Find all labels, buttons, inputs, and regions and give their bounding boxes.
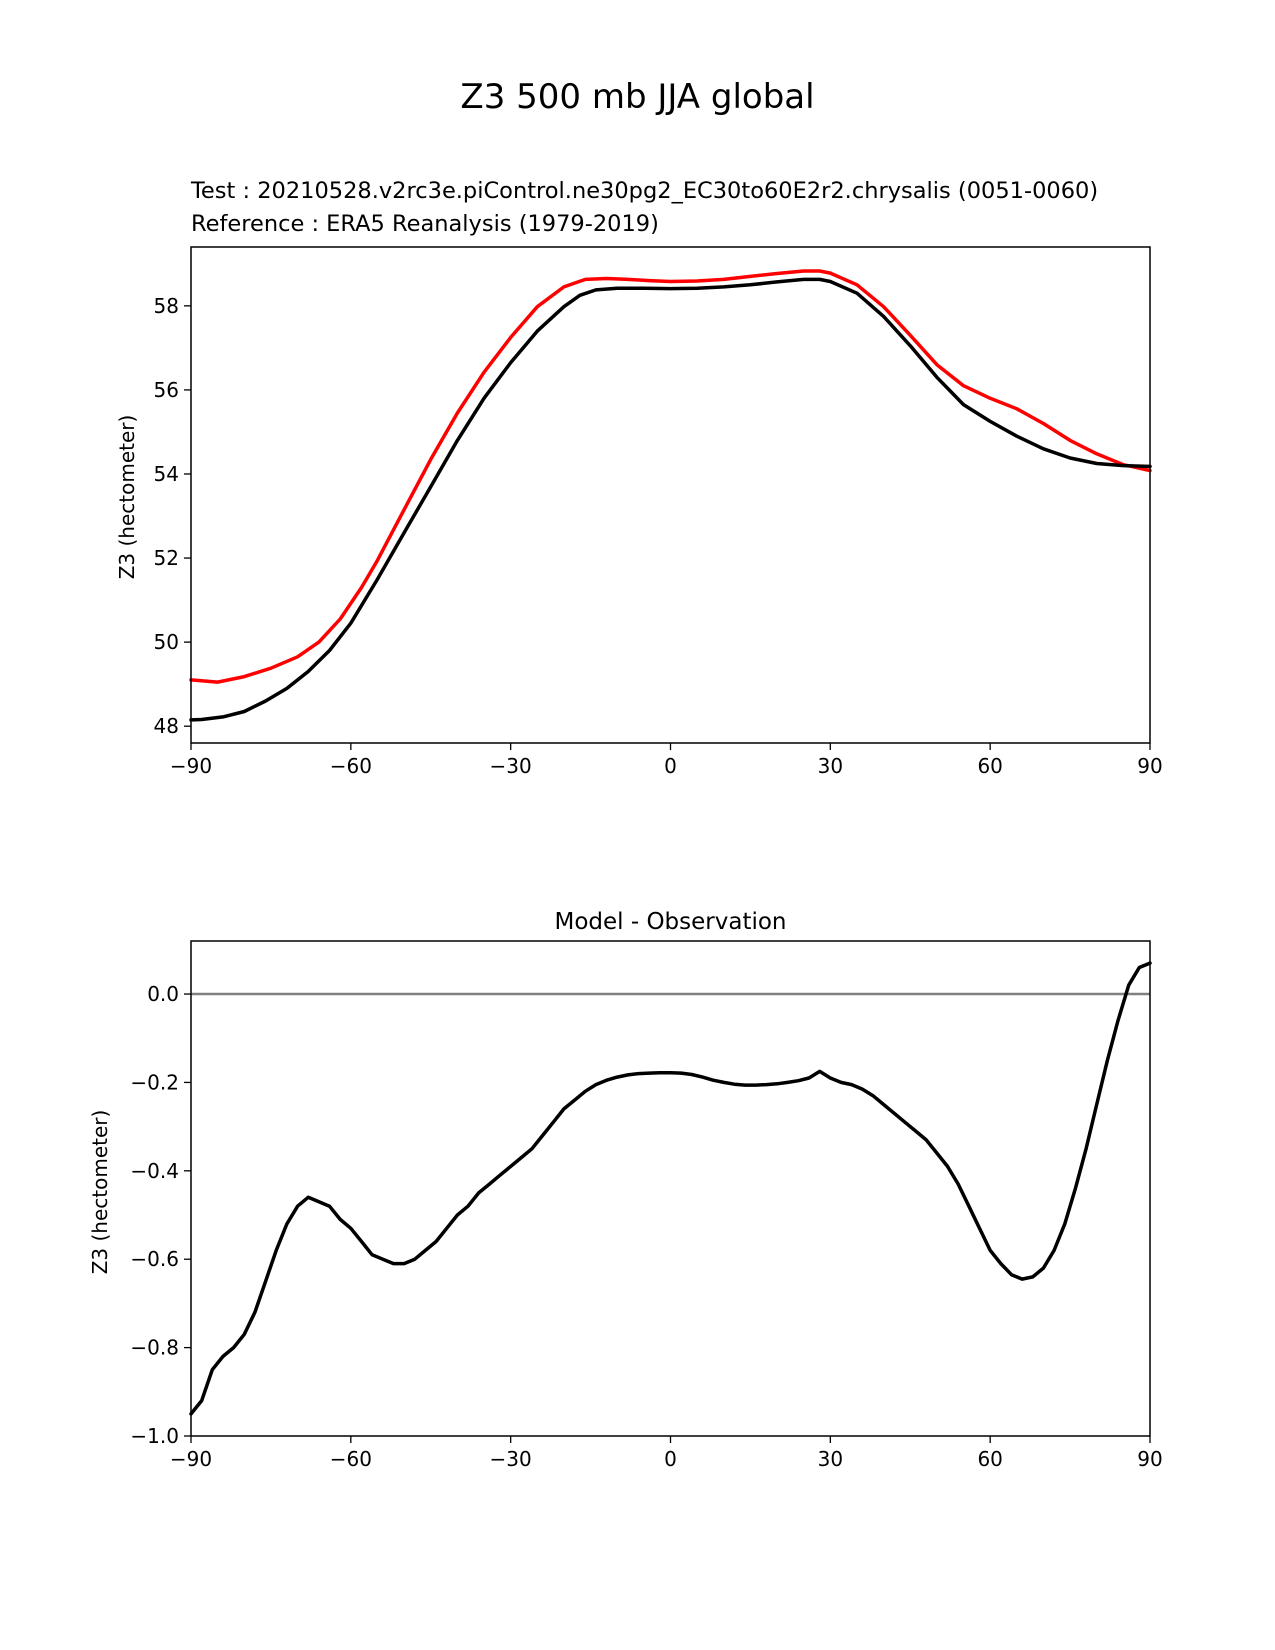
x-tick-label: 0 bbox=[664, 1447, 677, 1471]
top-ticks: −90 −60 −30 0 30 60 90 48 50 52 54 56 58 bbox=[154, 294, 1163, 778]
x-tick-label: −60 bbox=[330, 1447, 372, 1471]
x-tick-label: 30 bbox=[818, 1447, 843, 1471]
x-tick-label: −30 bbox=[490, 754, 532, 778]
x-tick-label: 0 bbox=[664, 754, 677, 778]
bottom-ticks: −90 −60 −30 0 30 60 90 −1.0 −0.8 −0.6 −0.4 −0.2 0.0 bbox=[130, 982, 1162, 1471]
y-tick-label: 54 bbox=[154, 462, 179, 486]
test-series-line bbox=[189, 277, 1152, 722]
difference-series-line bbox=[189, 961, 1152, 1416]
bottom-plot-frame bbox=[190, 940, 1151, 1437]
top-panel: Test : 20210528.v2rc3e.piControl.ne30pg2… bbox=[115, 178, 1163, 778]
reference-series-line bbox=[189, 269, 1152, 684]
top-plot-frame bbox=[190, 246, 1151, 744]
figure-title: Z3 500 mb JJA global bbox=[460, 77, 814, 117]
y-tick-label: −0.2 bbox=[130, 1070, 179, 1094]
y-tick-label: 58 bbox=[154, 294, 179, 318]
y-tick-label: −0.8 bbox=[130, 1336, 179, 1360]
test-label: Test : 20210528.v2rc3e.piControl.ne30pg2… bbox=[190, 178, 1098, 204]
top-ylabel: Z3 (hectometer) bbox=[115, 415, 139, 580]
x-tick-label: 90 bbox=[1137, 1447, 1162, 1471]
x-tick-label: 60 bbox=[977, 1447, 1002, 1471]
y-tick-label: −0.6 bbox=[130, 1247, 179, 1271]
bottom-ylabel: Z3 (hectometer) bbox=[88, 1110, 112, 1275]
x-tick-label: 30 bbox=[818, 754, 843, 778]
x-tick-label: 60 bbox=[977, 754, 1002, 778]
x-tick-label: −90 bbox=[170, 754, 212, 778]
y-tick-label: −0.4 bbox=[130, 1159, 179, 1183]
y-tick-label: 56 bbox=[154, 378, 179, 402]
x-tick-label: −30 bbox=[490, 1447, 532, 1471]
bottom-title: Model - Observation bbox=[554, 909, 786, 935]
bottom-panel: Model - Observation Z3 (hectometer) −90−… bbox=[88, 909, 1163, 1471]
y-tick-label: 50 bbox=[154, 630, 179, 654]
x-tick-label: 90 bbox=[1137, 754, 1162, 778]
y-tick-label: 0.0 bbox=[147, 982, 179, 1006]
reference-label: Reference : ERA5 Reanalysis (1979-2019) bbox=[191, 211, 659, 237]
bottom-lines bbox=[189, 961, 1152, 1416]
y-tick-label: 48 bbox=[154, 714, 179, 738]
y-tick-label: 52 bbox=[154, 546, 179, 570]
x-tick-label: −90 bbox=[170, 1447, 212, 1471]
x-tick-label: −60 bbox=[330, 754, 372, 778]
top-lines bbox=[189, 269, 1152, 722]
y-tick-label: −1.0 bbox=[130, 1424, 179, 1448]
